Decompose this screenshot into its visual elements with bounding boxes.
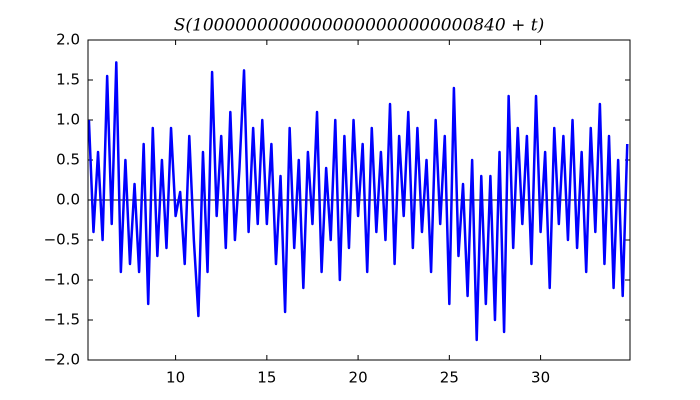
x-tick-label: 25 — [440, 369, 459, 387]
y-tick-label: −1.0 — [44, 271, 80, 289]
x-tick-label: 30 — [531, 369, 550, 387]
y-tick-label: 0.5 — [56, 151, 80, 169]
y-tick-label: −0.5 — [44, 231, 80, 249]
x-tick-label: 15 — [257, 369, 276, 387]
plot-frame — [87, 39, 631, 361]
chart-title: S(10000000000000000000000000840 + t) — [174, 16, 544, 36]
y-tick-label: −2.0 — [44, 351, 80, 369]
y-tick-label: 2.0 — [56, 31, 80, 49]
x-tick-label: 10 — [166, 369, 185, 387]
y-tick-label: 1.0 — [56, 111, 80, 129]
y-tick-label: 0.0 — [56, 191, 80, 209]
data-line — [88, 61, 629, 342]
y-tick-label: −1.5 — [44, 311, 80, 329]
x-tick-label: 20 — [349, 369, 368, 387]
y-tick-label: 1.5 — [56, 71, 80, 89]
